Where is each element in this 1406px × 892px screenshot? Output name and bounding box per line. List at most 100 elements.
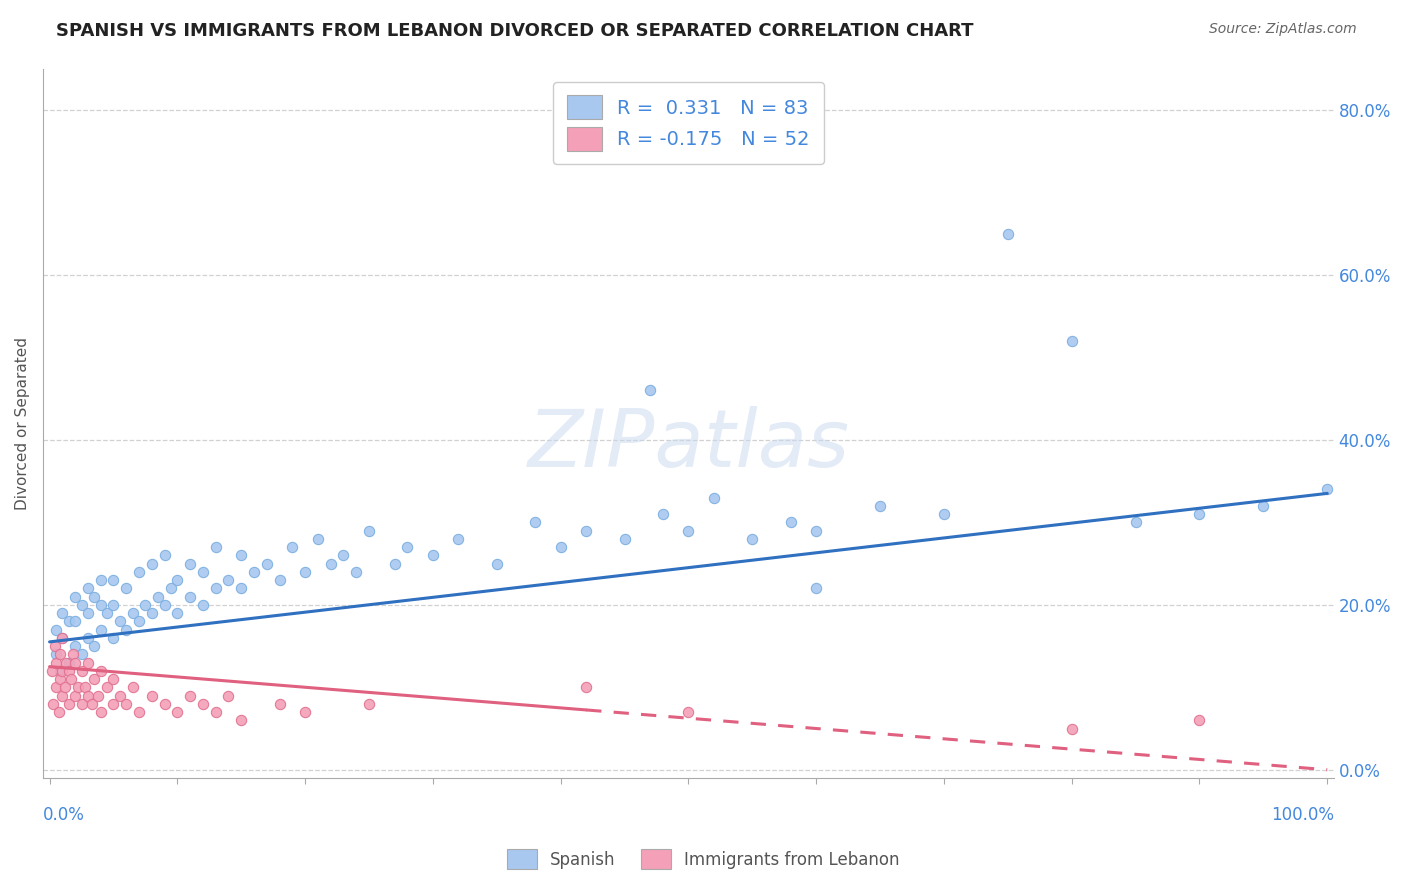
Point bbox=[45, 680, 67, 694]
Point bbox=[307, 532, 329, 546]
Point bbox=[575, 680, 598, 694]
Point bbox=[141, 606, 163, 620]
Legend: R =  0.331   N = 83, R = -0.175   N = 52: R = 0.331 N = 83, R = -0.175 N = 52 bbox=[554, 82, 824, 164]
Point bbox=[217, 573, 239, 587]
Text: SPANISH VS IMMIGRANTS FROM LEBANON DIVORCED OR SEPARATED CORRELATION CHART: SPANISH VS IMMIGRANTS FROM LEBANON DIVOR… bbox=[56, 22, 974, 40]
Text: ZIPatlas: ZIPatlas bbox=[527, 406, 849, 483]
Point bbox=[90, 573, 112, 587]
Point bbox=[60, 672, 83, 686]
Point bbox=[80, 697, 103, 711]
Point bbox=[332, 548, 354, 562]
Point bbox=[179, 590, 201, 604]
Point bbox=[90, 598, 112, 612]
Point bbox=[281, 540, 304, 554]
Point bbox=[103, 672, 125, 686]
Point bbox=[422, 548, 444, 562]
Point bbox=[45, 623, 67, 637]
Point bbox=[231, 713, 253, 727]
Point bbox=[243, 565, 266, 579]
Point bbox=[678, 524, 700, 538]
Point bbox=[90, 705, 112, 719]
Point bbox=[51, 689, 73, 703]
Point bbox=[77, 631, 100, 645]
Legend: Spanish, Immigrants from Lebanon: Spanish, Immigrants from Lebanon bbox=[496, 838, 910, 880]
Point bbox=[166, 705, 188, 719]
Text: 100.0%: 100.0% bbox=[1271, 806, 1334, 824]
Point bbox=[256, 557, 278, 571]
Point bbox=[357, 524, 380, 538]
Point bbox=[128, 705, 150, 719]
Point bbox=[103, 573, 125, 587]
Point bbox=[869, 499, 891, 513]
Point bbox=[58, 664, 80, 678]
Point bbox=[44, 639, 66, 653]
Point bbox=[269, 573, 291, 587]
Point bbox=[179, 689, 201, 703]
Point bbox=[63, 656, 86, 670]
Point bbox=[70, 647, 93, 661]
Point bbox=[51, 606, 73, 620]
Point bbox=[741, 532, 763, 546]
Point bbox=[319, 557, 342, 571]
Point bbox=[63, 590, 86, 604]
Point bbox=[1188, 713, 1211, 727]
Point bbox=[779, 515, 801, 529]
Point bbox=[160, 581, 183, 595]
Point bbox=[45, 647, 67, 661]
Point bbox=[51, 631, 73, 645]
Point bbox=[41, 664, 63, 678]
Point bbox=[108, 614, 131, 628]
Point bbox=[87, 689, 110, 703]
Point bbox=[66, 680, 89, 694]
Point bbox=[806, 524, 828, 538]
Point bbox=[384, 557, 406, 571]
Point bbox=[63, 639, 86, 653]
Point bbox=[1253, 499, 1275, 513]
Point bbox=[703, 491, 725, 505]
Point bbox=[191, 565, 214, 579]
Point bbox=[231, 548, 253, 562]
Point bbox=[651, 507, 673, 521]
Point bbox=[77, 656, 100, 670]
Point bbox=[550, 540, 572, 554]
Point bbox=[1316, 482, 1339, 496]
Point bbox=[524, 515, 547, 529]
Point bbox=[42, 697, 65, 711]
Text: 0.0%: 0.0% bbox=[44, 806, 86, 824]
Point bbox=[103, 631, 125, 645]
Point bbox=[58, 614, 80, 628]
Point bbox=[357, 697, 380, 711]
Point bbox=[48, 705, 70, 719]
Point bbox=[75, 680, 97, 694]
Point bbox=[70, 664, 93, 678]
Point bbox=[153, 697, 176, 711]
Point bbox=[1125, 515, 1147, 529]
Point bbox=[49, 664, 72, 678]
Point bbox=[96, 680, 118, 694]
Point bbox=[932, 507, 955, 521]
Point bbox=[179, 557, 201, 571]
Point bbox=[294, 565, 316, 579]
Point bbox=[997, 227, 1019, 241]
Point bbox=[166, 606, 188, 620]
Point bbox=[70, 598, 93, 612]
Point bbox=[90, 623, 112, 637]
Point bbox=[77, 581, 100, 595]
Point bbox=[217, 689, 239, 703]
Point bbox=[83, 672, 105, 686]
Point bbox=[62, 647, 84, 661]
Point bbox=[103, 697, 125, 711]
Point bbox=[1060, 334, 1083, 348]
Point bbox=[204, 540, 226, 554]
Point bbox=[806, 581, 828, 595]
Point bbox=[191, 598, 214, 612]
Point bbox=[58, 656, 80, 670]
Point bbox=[51, 664, 73, 678]
Point bbox=[447, 532, 470, 546]
Point bbox=[1060, 722, 1083, 736]
Point bbox=[63, 689, 86, 703]
Point bbox=[115, 623, 138, 637]
Point bbox=[53, 680, 76, 694]
Point bbox=[294, 705, 316, 719]
Point bbox=[103, 598, 125, 612]
